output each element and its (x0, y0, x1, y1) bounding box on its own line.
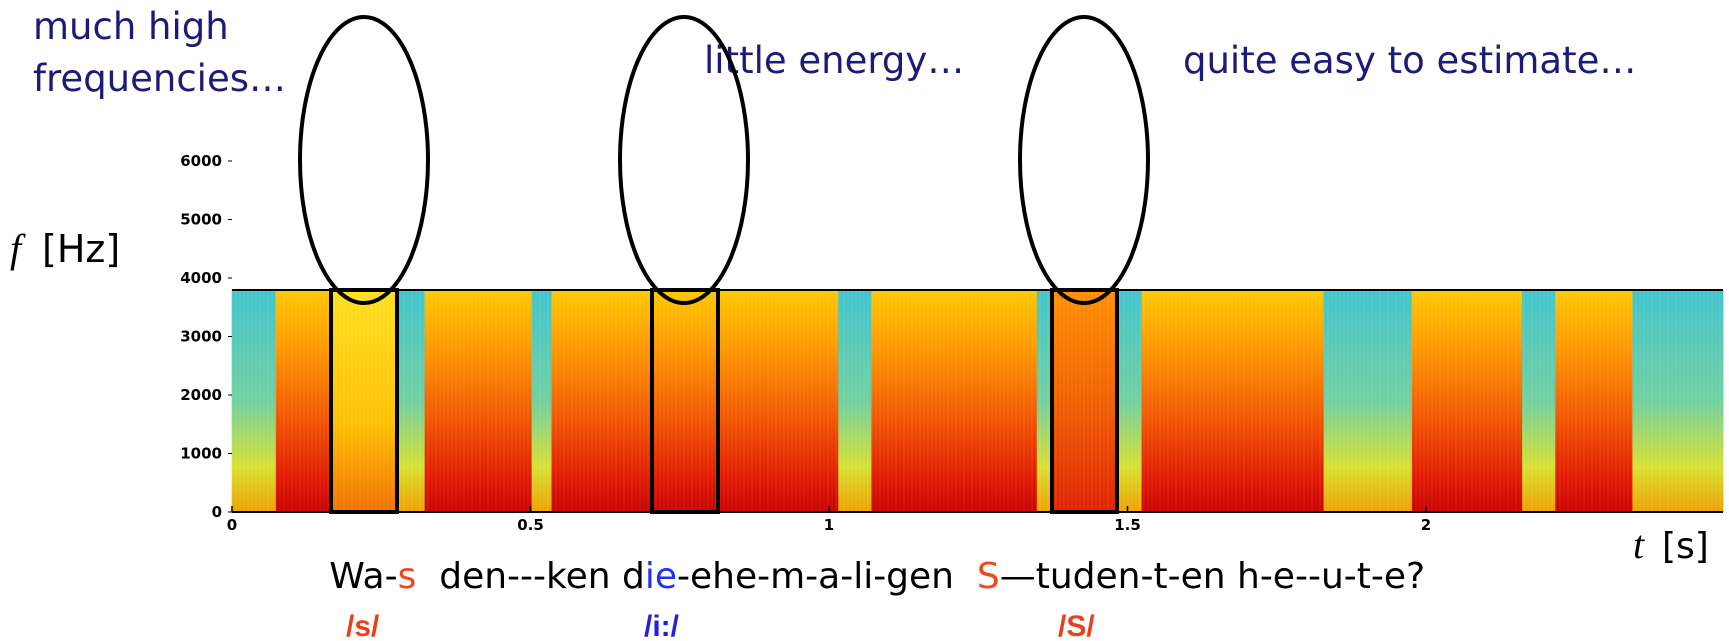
phoneme-box (650, 288, 720, 514)
spectrogram-region (330, 290, 398, 512)
spectrogram-region (650, 290, 720, 512)
spectrogram-region (1323, 290, 1413, 512)
spectrogram-region (1555, 290, 1633, 512)
spectrogram-region (231, 290, 277, 512)
x-tick-label: 0 (227, 516, 237, 534)
spectrogram-region (1632, 290, 1724, 512)
y-tick-label: 0 (212, 503, 222, 521)
x-axis-symbol: t (1633, 522, 1645, 567)
spectrogram-region (275, 290, 332, 512)
spectrogram-region (1116, 290, 1143, 512)
sentence: Wa-s den---ken die-ehe-m-a-li-gen S—tude… (272, 556, 1459, 597)
ellipse (1018, 15, 1150, 305)
label-backdrop (698, 30, 1004, 86)
spectrogram-region (397, 290, 426, 512)
sentence-part: Wa- (329, 556, 397, 597)
x-tick-label: 0.5 (517, 516, 544, 534)
annotation: quite easy to estimate… (1183, 39, 1636, 82)
x-tick-label: 1 (824, 516, 834, 534)
spectrogram-region (1522, 290, 1556, 512)
spectrogram-region (1053, 290, 1117, 512)
phoneme-box (329, 288, 399, 514)
sentence-part: —tuden-t-en h-e--u-t-e? (1000, 556, 1425, 597)
spectrogram-region (424, 290, 533, 512)
spectrogram-region (838, 290, 872, 512)
phoneme-label: /s/ (346, 610, 380, 641)
y-tick-label: 6000 (180, 152, 222, 170)
annotation: much high (33, 5, 229, 48)
spectrogram-region (871, 290, 1038, 512)
phoneme-label: /S/ (1058, 610, 1095, 641)
spectrogram-region (1141, 290, 1325, 512)
y-tick-label: 4000 (180, 269, 222, 287)
ellipse (618, 15, 750, 305)
y-axis-symbol: f (10, 226, 26, 271)
spectrogram-region (531, 290, 552, 512)
spectrogram-region (719, 290, 839, 512)
sentence-part: S (977, 556, 1000, 597)
spectrogram (231, 289, 1724, 513)
y-axis-unit: [Hz] (42, 227, 120, 271)
annotation: little energy… (704, 39, 964, 82)
x-tick-label: 2 (1421, 516, 1431, 534)
y-tick-label: 2000 (180, 386, 222, 404)
annotation: frequencies… (33, 57, 286, 100)
sentence-part: ie (645, 556, 677, 597)
ellipse (298, 15, 430, 305)
spectrogram-region (551, 290, 652, 512)
x-axis-unit: [s] (1662, 526, 1709, 567)
phoneme-label: /i:/ (644, 610, 680, 641)
spectrogram-region (1036, 290, 1054, 512)
spectrogram-region (1411, 290, 1523, 512)
x-tick-label: 1.5 (1114, 516, 1141, 534)
sentence-part: -ehe-m-a-li-gen (677, 556, 977, 597)
sentence-part: s (398, 556, 417, 597)
sentence-part: den---ken d (416, 556, 645, 597)
y-tick-label: 3000 (180, 328, 222, 346)
highlight-marks (298, 15, 1150, 514)
y-tick-label: 5000 (180, 211, 222, 229)
phoneme-box (1050, 288, 1119, 514)
y-tick-label: 1000 (180, 445, 222, 463)
